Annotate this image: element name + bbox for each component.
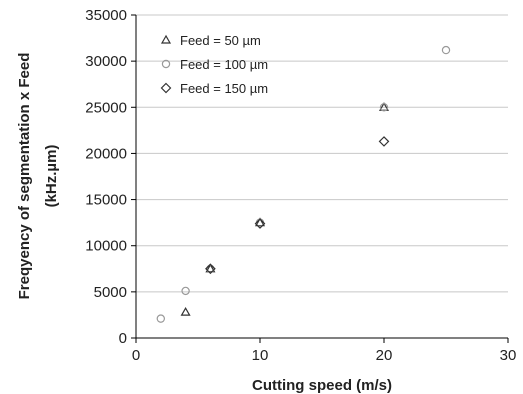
legend-label: Feed = 150 µm bbox=[180, 81, 268, 96]
y-tick-label: 0 bbox=[119, 330, 127, 347]
legend: Feed = 50 µm Feed = 100 µm Feed = 150 µm bbox=[160, 33, 268, 96]
legend-marker-diamond bbox=[160, 82, 172, 94]
data-point-diamond bbox=[378, 136, 390, 147]
data-point-circle bbox=[156, 314, 165, 323]
y-tick-label: 5000 bbox=[94, 284, 127, 301]
legend-marker-circle bbox=[161, 59, 171, 69]
y-axis-title-line2: (kHz.µm) bbox=[43, 145, 60, 208]
data-point-circle bbox=[206, 264, 215, 273]
data-point-circle bbox=[379, 103, 389, 112]
x-tick-label: 0 bbox=[132, 347, 140, 364]
y-tick-label: 25000 bbox=[85, 99, 127, 116]
axes bbox=[131, 14, 509, 343]
y-tick-label: 15000 bbox=[85, 192, 127, 209]
gridlines bbox=[136, 14, 508, 293]
y-tick-label: 30000 bbox=[85, 53, 127, 70]
y-tick-label: 10000 bbox=[85, 238, 127, 255]
data-point-circle bbox=[181, 286, 190, 296]
x-tick-label: 30 bbox=[500, 347, 517, 364]
legend-marker-triangle bbox=[160, 34, 172, 44]
y-tick-label: 35000 bbox=[85, 7, 127, 24]
x-tick-label: 20 bbox=[376, 347, 393, 364]
y-axis-title-line1: Freqyency of segmentation x Feed bbox=[16, 53, 33, 300]
x-axis-title: Cutting speed (m/s) bbox=[252, 377, 392, 394]
data-point-triangle bbox=[180, 306, 191, 316]
data-point-circle bbox=[441, 45, 451, 55]
x-tick-labels: 0 10 20 30 bbox=[132, 347, 517, 364]
y-tick-label: 20000 bbox=[85, 145, 127, 162]
data-point-diamond bbox=[205, 263, 216, 275]
data-points bbox=[156, 45, 451, 323]
legend-label: Feed = 50 µm bbox=[180, 33, 261, 48]
x-tick-label: 10 bbox=[252, 347, 269, 364]
y-tick-labels: 0 5000 10000 15000 20000 25000 30000 35000 bbox=[85, 7, 127, 347]
legend-label: Feed = 100 µm bbox=[180, 57, 268, 72]
data-point-diamond bbox=[254, 218, 266, 229]
